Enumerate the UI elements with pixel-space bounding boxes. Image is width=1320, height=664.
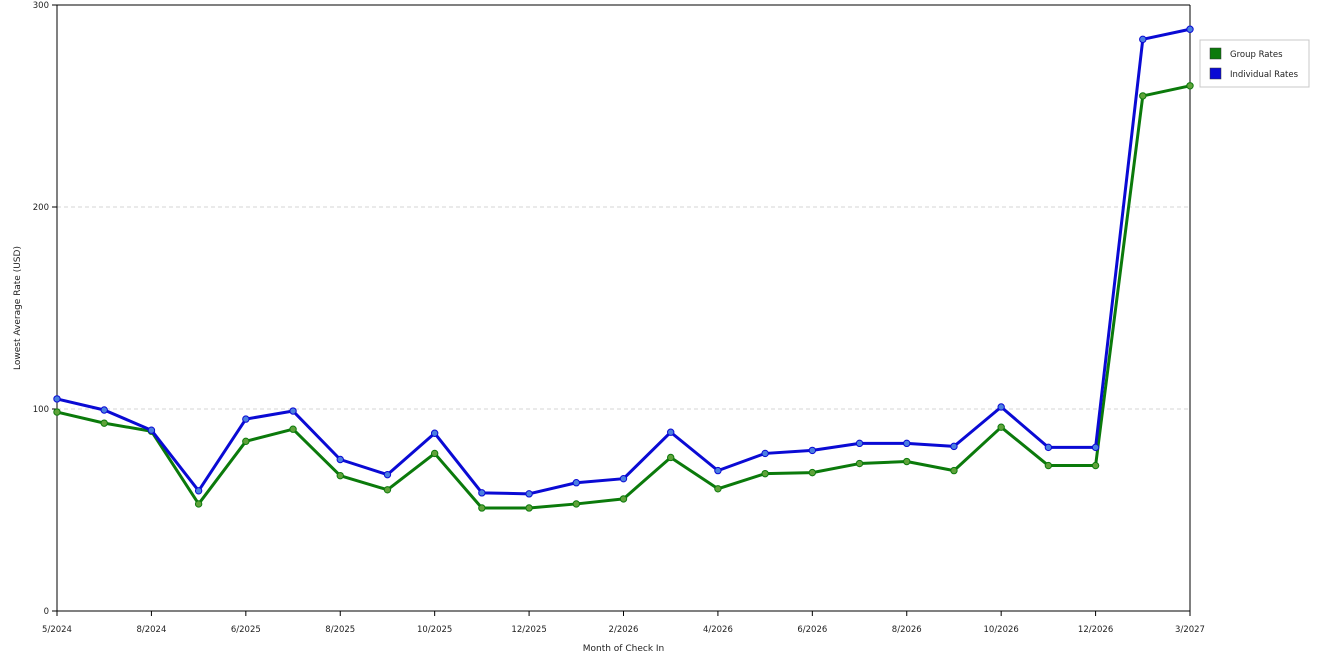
data-point xyxy=(572,479,580,487)
data-point xyxy=(808,468,817,477)
data-point xyxy=(1091,443,1100,452)
legend-swatch xyxy=(1209,67,1222,80)
data-point xyxy=(100,406,108,414)
x-axis-title: Month of Check In xyxy=(583,644,665,654)
x-tick-label: 10/2025 xyxy=(417,625,452,635)
data-point xyxy=(194,500,203,508)
data-point xyxy=(619,495,628,503)
series-1 xyxy=(53,25,1194,498)
data-point xyxy=(383,470,392,479)
series-line xyxy=(55,27,1192,496)
data-point xyxy=(667,428,675,436)
series-lines xyxy=(53,25,1194,512)
x-tick-label: 12/2025 xyxy=(511,625,546,635)
data-point xyxy=(714,485,722,493)
data-point xyxy=(950,442,958,451)
data-point xyxy=(478,489,486,497)
y-tick-label: 100 xyxy=(33,405,49,415)
x-tick-label: 12/2026 xyxy=(1078,625,1113,635)
x-tick-label: 8/2024 xyxy=(136,625,166,635)
legend-label: Individual Rates xyxy=(1230,70,1299,80)
data-point xyxy=(572,500,580,508)
data-point xyxy=(714,466,722,475)
x-tick-label: 10/2026 xyxy=(984,625,1019,635)
x-tick-label: 6/2025 xyxy=(231,625,261,635)
data-point xyxy=(855,459,864,468)
data-point xyxy=(147,426,156,434)
x-tick-label: 2/2026 xyxy=(609,625,639,635)
data-point xyxy=(289,407,297,415)
data-point xyxy=(855,439,864,448)
data-point xyxy=(525,504,533,512)
data-point xyxy=(761,469,769,478)
data-point xyxy=(903,457,911,466)
legend-label: Group Rates xyxy=(1230,50,1283,60)
data-point xyxy=(997,423,1005,431)
data-point xyxy=(1186,25,1194,33)
data-point xyxy=(1186,82,1194,90)
y-axis-title: Lowest Average Rate (USD) xyxy=(13,246,23,370)
data-point xyxy=(478,504,486,512)
data-point xyxy=(1091,461,1100,470)
y-tick-label: 200 xyxy=(33,203,49,213)
series-line xyxy=(55,84,1192,510)
data-point xyxy=(997,403,1005,411)
legend-swatch xyxy=(1209,47,1222,60)
data-point xyxy=(242,415,250,423)
data-point xyxy=(100,419,108,427)
data-point xyxy=(1044,443,1053,452)
data-point xyxy=(53,395,61,403)
data-point xyxy=(242,437,250,446)
x-tick-label: 3/2027 xyxy=(1175,625,1205,635)
data-point xyxy=(336,455,344,464)
x-tick-label: 6/2026 xyxy=(797,625,827,635)
data-point xyxy=(1139,35,1147,44)
x-tick-label: 8/2026 xyxy=(892,625,922,635)
legend: Group Rates Individual Rates xyxy=(1199,39,1310,88)
data-point xyxy=(808,446,817,455)
data-point xyxy=(950,466,958,475)
data-point xyxy=(619,474,628,483)
data-point xyxy=(289,425,297,433)
data-point xyxy=(194,487,203,495)
axes: Lowest Average Rate (USD) Month of Check… xyxy=(13,4,1191,654)
axis-ticks: 0 100 200 300 5/2024 8/2024 6/2025 8/2025 10/202… xyxy=(33,1,1205,635)
data-point xyxy=(525,490,533,498)
data-point xyxy=(1044,461,1053,470)
data-point xyxy=(430,449,439,458)
data-point xyxy=(903,439,911,448)
y-tick-label: 0 xyxy=(44,607,49,617)
x-tick-label: 5/2024 xyxy=(42,625,72,635)
gridlines xyxy=(57,206,1190,410)
x-tick-label: 8/2025 xyxy=(325,625,355,635)
series-0 xyxy=(53,82,1194,512)
y-tick-label: 300 xyxy=(33,1,49,11)
data-point xyxy=(761,449,769,458)
data-point xyxy=(667,453,675,462)
data-point xyxy=(53,408,61,416)
x-tick-label: 4/2026 xyxy=(703,625,733,635)
data-point xyxy=(383,486,392,494)
data-point xyxy=(1139,92,1147,100)
data-point xyxy=(430,429,439,437)
data-point xyxy=(336,471,344,480)
